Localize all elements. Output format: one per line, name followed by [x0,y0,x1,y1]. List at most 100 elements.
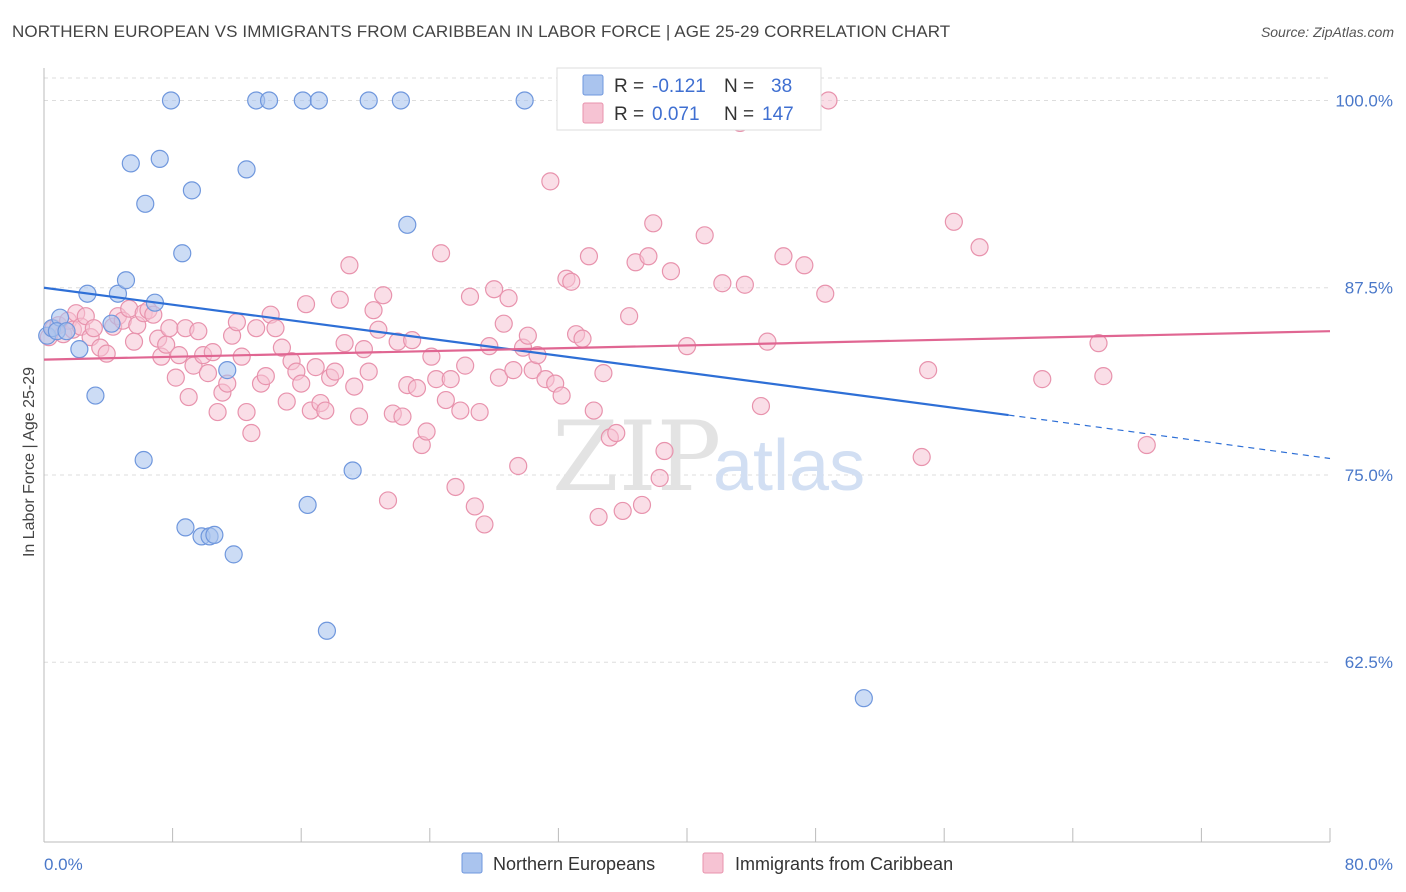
northern-european-point [359,91,378,110]
caribbean-point [179,387,198,407]
legend-n-value-2: 147 [762,104,794,125]
caribbean-point [330,290,349,309]
caribbean-point [247,319,266,338]
caribbean-point [695,226,714,245]
caribbean-point [494,314,513,333]
caribbean-point [1089,334,1108,353]
caribbean-point [306,358,325,377]
caribbean-point [349,407,369,426]
caribbean-point [1094,367,1113,386]
northern-european-point [134,450,153,470]
northern-european-point [161,91,181,110]
chart-title: NORTHERN EUROPEAN VS IMMIGRANTS FROM CAR… [12,22,951,41]
caribbean-point [124,332,144,351]
caribbean-point [340,256,359,275]
legend-n-label-1: N = [724,76,754,97]
caribbean-point [470,402,489,422]
northern-european-point [218,361,237,380]
y-tick-label: 87.5% [1345,279,1393,298]
caribbean-point [369,320,388,339]
caribbean-point [256,367,275,386]
caribbean-point [919,361,938,380]
caribbean-point [232,347,251,366]
northern-european-point [136,194,155,213]
caribbean-point [189,322,208,341]
caribbean-point [499,289,518,308]
axes [43,68,1331,843]
legend-swatch-pink [582,102,604,124]
x-tick-labels: 0.0% 80.0% [44,855,1393,874]
caribbean-point [819,91,838,110]
caribbean-point [650,468,669,488]
caribbean-point [325,362,345,381]
caribbean-point [528,346,547,365]
northern-european-point [86,386,105,405]
caribbean-point [198,364,218,383]
caribbean-point [456,356,475,375]
caribbean-point [552,386,571,405]
caribbean-point [661,262,681,281]
caribbean-point [374,286,393,305]
northern-european-point [293,91,312,110]
caribbean-point [735,275,754,294]
caribbean-point [436,390,455,410]
caribbean-point [504,361,523,380]
trend-lines [43,286,1331,460]
caribbean-point [296,295,316,314]
caribbean-point [541,172,560,191]
caribbean-point [266,319,285,338]
bottom-legend-label-1: Northern Europeans [493,854,655,874]
caribbean-point [639,247,658,266]
caribbean-point [594,364,613,383]
northern-european-point [57,322,76,341]
legend-r-value-1: -0.121 [652,76,706,97]
caribbean-point [613,501,632,521]
northern-european-point [298,495,317,515]
caribbean-point [573,329,592,348]
caribbean-point [944,212,963,231]
caribbean-point [203,343,222,362]
caribbean-point [655,441,674,461]
caribbean-point [354,340,373,359]
northern-european-trend-extension [1008,414,1331,460]
northern-european-point [224,545,243,564]
caribbean-point [758,332,777,351]
northern-european-point [515,91,534,110]
caribbean-point [589,507,608,527]
northern-european-point [343,461,362,480]
northern-european-trend-line [43,286,1009,417]
caribbean-point [912,447,931,467]
caribbean-point [465,497,484,516]
caribbean-points [39,91,1156,534]
caribbean-point [417,422,436,441]
caribbean-point [460,287,480,306]
x-tick-label: 80.0% [1345,855,1393,874]
northern-european-point [237,160,256,179]
northern-european-point [317,621,337,640]
bottom-legend-swatch-blue [461,852,483,874]
y-tick-label: 75.0% [1345,466,1393,485]
bottom-legend-swatch-pink [702,852,724,874]
caribbean-point [451,401,470,420]
northern-european-points [38,91,873,708]
caribbean-point [166,368,185,387]
caribbean-point [160,319,179,338]
caribbean-point [816,284,835,303]
northern-european-point [182,181,201,200]
caribbean-point [272,338,292,357]
caribbean-point [84,319,103,338]
caribbean-point [1033,370,1052,389]
legend-r-label-2: R = [614,104,644,125]
bottom-legend-label-2: Immigrants from Caribbean [735,854,953,874]
caribbean-point [607,423,626,443]
caribbean-point [97,344,116,363]
caribbean-point [277,392,296,411]
caribbean-point [795,256,814,275]
northern-european-point [176,518,195,537]
watermark: ZIP atlas [552,401,865,513]
caribbean-point [518,326,537,345]
caribbean-point [970,238,989,257]
northern-european-point [398,215,417,234]
caribbean-point [489,368,509,387]
caribbean-point [579,247,599,266]
